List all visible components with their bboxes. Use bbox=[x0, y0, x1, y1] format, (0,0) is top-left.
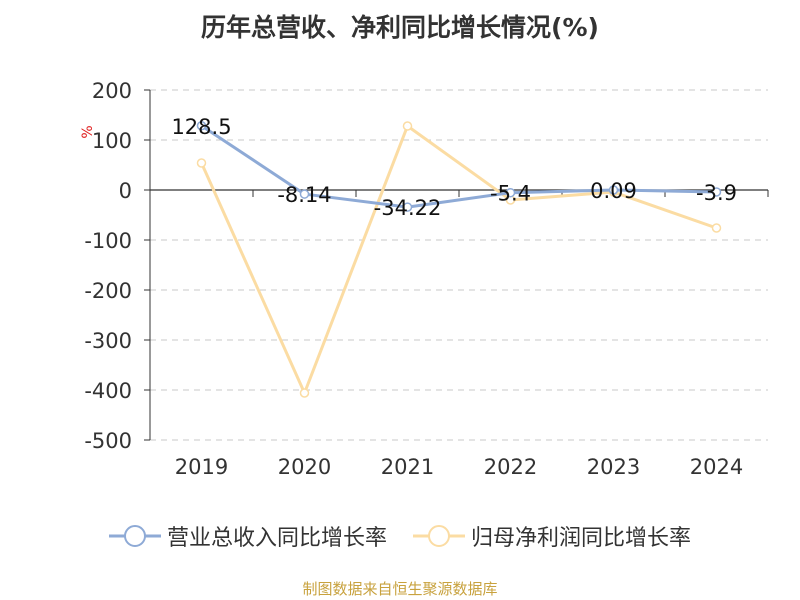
data-point-revenue bbox=[402, 202, 413, 212]
legend-profit-line-icon bbox=[413, 525, 465, 547]
legend-revenue-label: 营业总收入同比增长率 bbox=[166, 526, 387, 551]
y-tick-label: 100 bbox=[92, 129, 132, 153]
y-axis-unit-label: % bbox=[80, 125, 96, 138]
legend: 营业总收入同比增长率 归母净利润同比增长率 bbox=[0, 520, 800, 552]
data-label: -3.9 bbox=[696, 181, 737, 205]
legend-item-revenue[interactable]: 营业总收入同比增长率 bbox=[108, 520, 387, 552]
x-tick-label: 2023 bbox=[587, 455, 640, 479]
data-label: -8.14 bbox=[277, 183, 331, 207]
x-tick-label: 2024 bbox=[690, 455, 743, 479]
x-tick-label: 2019 bbox=[175, 455, 228, 479]
data-label: 128.5 bbox=[171, 115, 231, 139]
data-point-revenue bbox=[505, 187, 516, 198]
data-point-profit bbox=[711, 223, 722, 233]
x-tick-label: 2021 bbox=[381, 455, 434, 479]
legend-item-profit[interactable]: 归母净利润同比增长率 bbox=[413, 520, 691, 552]
data-label: -5.4 bbox=[490, 182, 531, 206]
data-point-revenue bbox=[299, 189, 310, 199]
y-tick-label: -400 bbox=[84, 379, 132, 403]
y-tick-label: 0 bbox=[119, 179, 132, 203]
series-line-profit bbox=[200, 124, 717, 395]
y-tick-label: -300 bbox=[84, 329, 132, 353]
data-source-note: 制图数据来自恒生聚源数据库 bbox=[302, 580, 498, 598]
y-tick-label: -100 bbox=[84, 229, 132, 253]
chart-title: 历年总营收、净利同比增长情况(%) bbox=[201, 13, 599, 42]
data-point-revenue bbox=[711, 187, 722, 197]
series-line-revenue bbox=[200, 124, 717, 209]
data-point-profit bbox=[196, 158, 207, 168]
data-point-profit bbox=[299, 388, 310, 398]
y-tick-label: 200 bbox=[92, 79, 132, 103]
legend-profit-label: 归母净利润同比增长率 bbox=[471, 526, 692, 551]
x-tick-label: 2020 bbox=[278, 455, 331, 479]
y-tick-label: -200 bbox=[84, 279, 132, 303]
data-point-revenue bbox=[608, 185, 619, 195]
legend-revenue-line-icon bbox=[108, 525, 161, 547]
x-tick-label: 2022 bbox=[484, 455, 537, 479]
data-label: -34.22 bbox=[374, 196, 442, 220]
data-point-profit bbox=[402, 121, 413, 131]
data-label: 0.09 bbox=[590, 179, 637, 203]
y-tick-label: -500 bbox=[84, 429, 132, 453]
data-point-revenue bbox=[196, 121, 207, 131]
